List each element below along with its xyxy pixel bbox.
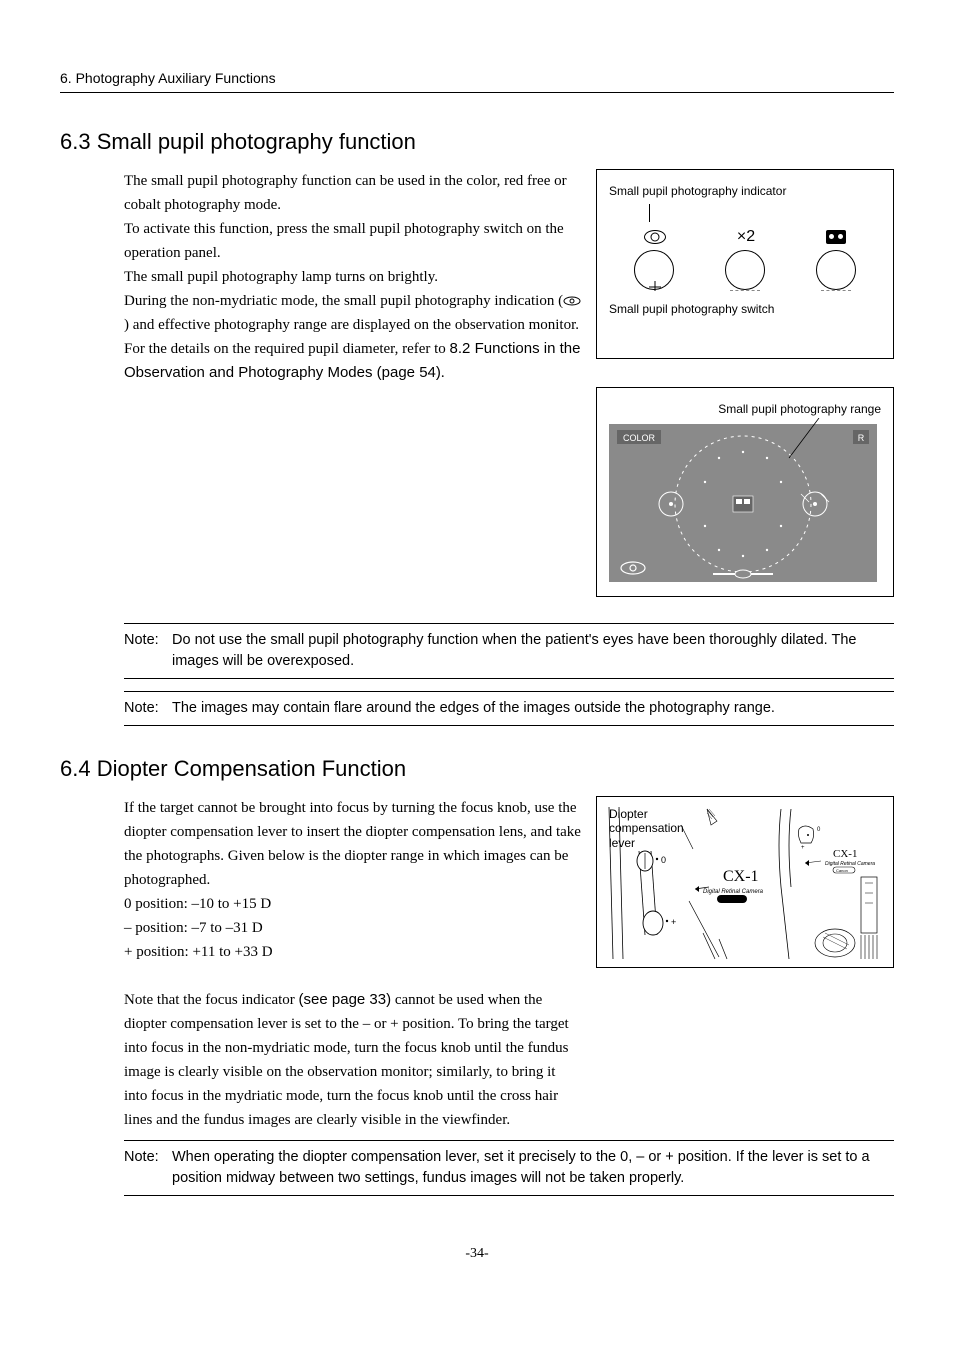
fig-63b-label: Small pupil photography range	[609, 402, 881, 416]
small-pupil-range-figure: Small pupil photography range COLOR R	[596, 387, 894, 597]
svg-text:0: 0	[817, 827, 821, 833]
section-6-4-para1: If the target cannot be brought into foc…	[124, 800, 581, 888]
svg-text:CX-1: CX-1	[833, 848, 857, 860]
section-6-4-title: 6.4 Diopter Compensation Function	[60, 756, 894, 782]
section-6-3-para: The small pupil photography function can…	[124, 173, 581, 357]
note-2: Note: The images may contain flare aroun…	[124, 691, 894, 726]
svg-text:0: 0	[661, 855, 666, 865]
note-2-text: The images may contain flare around the …	[172, 698, 894, 719]
svg-text:Canon: Canon	[836, 868, 848, 873]
section-6-4-para2a: Note that the focus indicator	[124, 992, 299, 1008]
note-1-text: Do not use the small pupil photography f…	[172, 630, 894, 672]
section-6-3-end: .	[441, 365, 445, 381]
note-1: Note: Do not use the small pupil photogr…	[124, 623, 894, 679]
fig-63a-bottom-label: Small pupil photography switch	[609, 302, 881, 316]
section-6-4-para2ref: (see page 33)	[299, 991, 392, 1008]
svg-text:Digital Retinal Camera: Digital Retinal Camera	[703, 889, 764, 895]
diopter-svg: 0 + CX-1 Digital Retinal Camera	[603, 803, 883, 963]
note-2-label: Note:	[124, 698, 172, 719]
note-1-label: Note:	[124, 630, 172, 672]
switch-circle-2	[725, 250, 765, 290]
svg-text:CX-1: CX-1	[723, 868, 759, 885]
svg-text:+: +	[801, 845, 805, 851]
switch-circle-1	[634, 250, 674, 290]
svg-text:+: +	[671, 917, 676, 927]
svg-text:Digital Retinal Camera: Digital Retinal Camera	[825, 861, 875, 867]
note-3-label: Note:	[124, 1147, 172, 1189]
x2-label: ×2	[737, 228, 755, 246]
diopter-figure: Diopter compensation lever 0 +	[596, 796, 894, 968]
note-3-text: When operating the diopter compensation …	[172, 1147, 894, 1189]
chapter-header: 6. Photography Auxiliary Functions	[60, 70, 894, 93]
section-6-4-body: If the target cannot be brought into foc…	[60, 796, 582, 1132]
fig-63a-top-label: Small pupil photography indicator	[609, 184, 881, 198]
eye-icon	[644, 230, 666, 244]
diopter-pos-minus: – position: –7 to –31 D	[124, 920, 263, 936]
diopter-pos-plus: + position: +11 to +33 D	[124, 944, 273, 960]
film-icon	[826, 230, 846, 244]
switch-circle-3	[816, 250, 856, 290]
section-6-4-para2b: cannot be used when the diopter compensa…	[124, 992, 569, 1128]
badge-r: R	[858, 433, 865, 443]
note-3: Note: When operating the diopter compens…	[124, 1140, 894, 1196]
section-6-3-title: 6.3 Small pupil photography function	[60, 129, 894, 155]
page-number: -34-	[60, 1246, 894, 1262]
monitor-svg: COLOR R	[609, 418, 877, 588]
diopter-pos-0: 0 position: –10 to +15 D	[124, 896, 271, 912]
badge-color: COLOR	[623, 433, 656, 443]
section-6-3-body: The small pupil photography function can…	[60, 169, 582, 597]
small-pupil-indicator-figure: Small pupil photography indicator ×2	[596, 169, 894, 359]
